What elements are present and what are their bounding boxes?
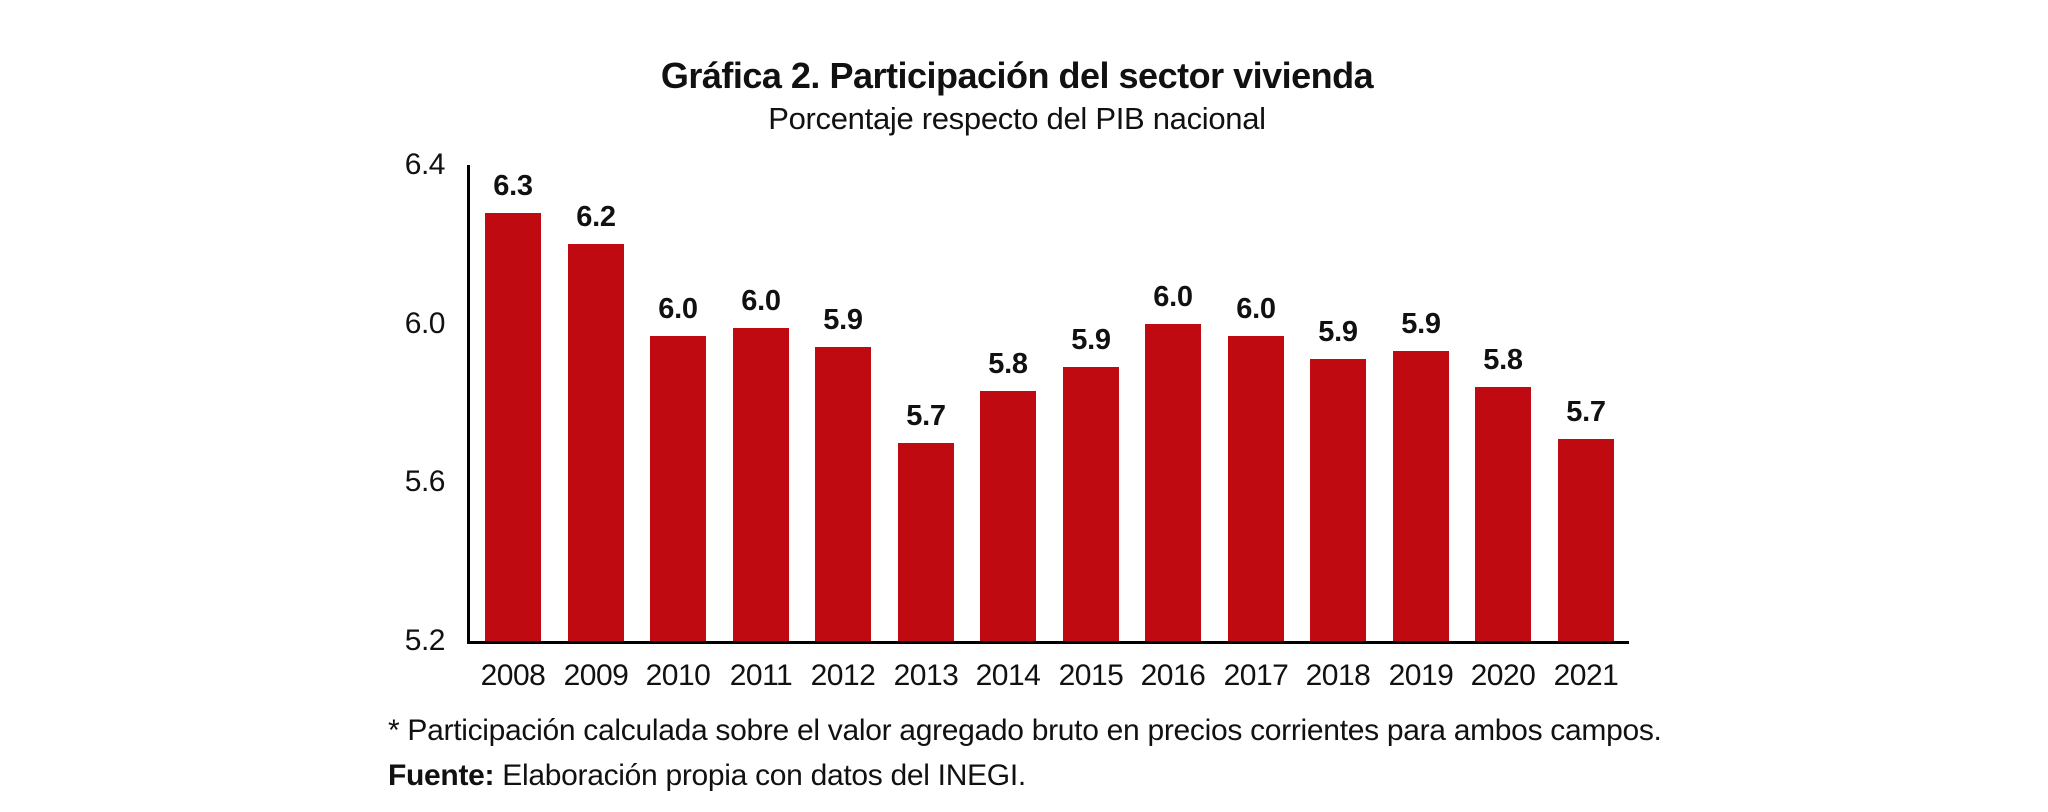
x-tick-label-2009: 2009	[563, 659, 629, 692]
bar-value-label-2010: 6.0	[658, 293, 698, 325]
chart-title: Gráfica 2. Participación del sector vivi…	[660, 55, 1374, 96]
bar-2011	[733, 328, 789, 641]
bar-value-label-2008: 6.3	[493, 170, 533, 202]
x-tick-label-2017: 2017	[1223, 659, 1289, 692]
bar-value-label-2017: 6.0	[1236, 293, 1276, 325]
plot-area: 6.3 2008 6.2 2009 6.0 2010 6.0 2011 5.9 2012 5.7 20…	[467, 165, 1629, 692]
bar-value-label-2020: 5.8	[1483, 344, 1523, 376]
source-text: Elaboración propia con datos del INEGI.	[502, 759, 1026, 792]
bar-value-label-2016: 6.0	[1153, 281, 1193, 313]
x-tick-label-2014: 2014	[975, 659, 1041, 692]
source-line: Fuente: Elaboración propia con datos del…	[388, 753, 1848, 798]
y-tick-label-6.4: 6.4	[404, 148, 446, 181]
y-tick-label-5.6: 5.6	[404, 465, 446, 499]
chart-subtitle: Porcentaje respecto del PIB nacional	[768, 101, 1266, 136]
bar-2012	[815, 347, 871, 641]
x-tick-label-2020: 2020	[1470, 659, 1536, 692]
bar-2020	[1475, 387, 1531, 641]
bar-value-label-2012: 5.9	[823, 304, 863, 336]
x-tick-label-2021: 2021	[1553, 659, 1619, 692]
bar-2021	[1558, 439, 1614, 641]
bar-2009	[568, 244, 624, 641]
bar-2010	[650, 336, 706, 641]
bar-value-label-2015: 5.9	[1071, 324, 1111, 356]
bar-2016	[1145, 324, 1201, 641]
bar-value-label-2009: 6.2	[576, 201, 616, 233]
x-tick-label-2008: 2008	[480, 659, 546, 692]
bar-value-label-2013: 5.7	[906, 400, 946, 432]
x-tick-label-2016: 2016	[1140, 659, 1206, 692]
bar-2015	[1063, 367, 1119, 641]
bar-2008	[485, 213, 541, 641]
x-tick-label-2015: 2015	[1058, 659, 1124, 692]
bar-value-label-2018: 5.9	[1318, 316, 1358, 348]
bar-2013	[898, 443, 954, 641]
y-tick-label-5.2: 5.2	[404, 624, 446, 657]
x-tick-label-2012: 2012	[810, 659, 876, 692]
x-tick-label-2013: 2013	[893, 659, 959, 692]
bar-2014	[980, 391, 1036, 641]
y-tick-label-6.0: 6.0	[404, 306, 446, 340]
x-tick-label-2019: 2019	[1388, 659, 1454, 692]
x-tick-label-2010: 2010	[645, 659, 711, 692]
bar-value-label-2014: 5.8	[988, 348, 1028, 380]
bar-value-label-2011: 6.0	[741, 285, 781, 317]
bar-2019	[1393, 351, 1449, 641]
source-label: Fuente:	[388, 759, 495, 792]
bar-value-label-2021: 5.7	[1566, 396, 1606, 428]
x-tick-label-2018: 2018	[1305, 659, 1371, 692]
bar-2018	[1310, 359, 1366, 641]
bar-value-label-2019: 5.9	[1401, 308, 1441, 340]
x-tick-label-2011: 2011	[729, 659, 793, 692]
bar-2017	[1228, 336, 1284, 641]
footnote: * Participación calculada sobre el valor…	[388, 714, 1662, 747]
